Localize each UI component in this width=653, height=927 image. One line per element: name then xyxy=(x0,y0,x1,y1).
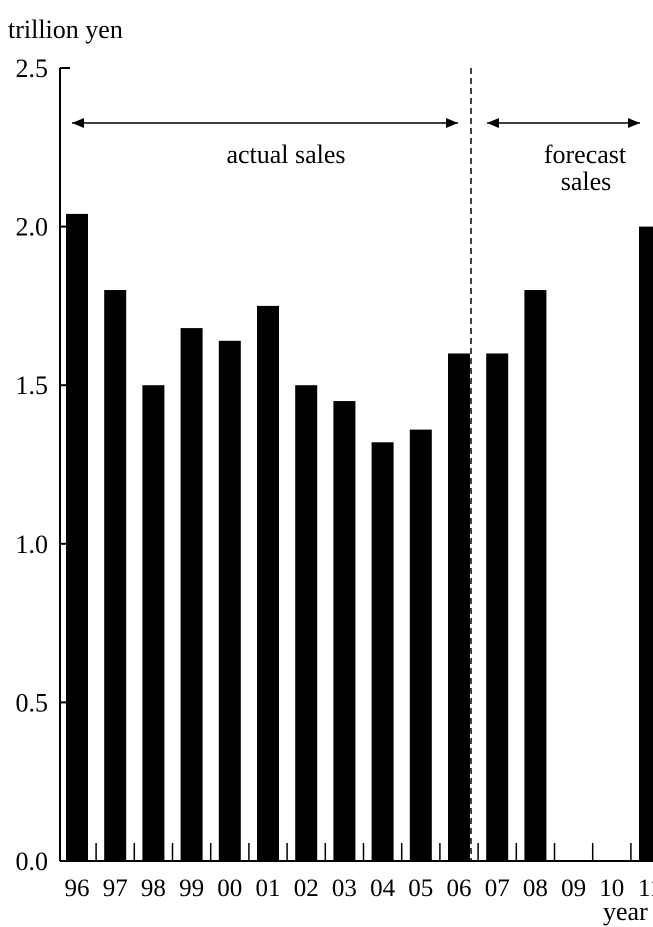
bar-99 xyxy=(180,328,203,861)
y-tick-label: 2.0 xyxy=(16,213,49,242)
y-tick-label: 0.0 xyxy=(16,847,49,876)
y-tick-label: 0.5 xyxy=(16,688,49,717)
x-tick-label-06: 06 xyxy=(447,875,472,902)
bar-07 xyxy=(486,353,509,861)
x-tick-label-99: 99 xyxy=(179,875,204,902)
x-tick-label-05: 05 xyxy=(408,875,433,902)
bar-11 xyxy=(639,226,653,862)
x-tick-label-00: 00 xyxy=(217,875,242,902)
x-tick-label-03: 03 xyxy=(332,875,357,902)
bar-96 xyxy=(66,213,88,862)
forecast-annotation-line1: forecast xyxy=(544,140,627,169)
x-tick-label-04: 04 xyxy=(370,875,396,902)
x-tick-label-02: 02 xyxy=(294,875,319,902)
x-tick-label-10: 10 xyxy=(599,875,624,902)
x-tick-label-01: 01 xyxy=(256,875,281,902)
x-tick-label-08: 08 xyxy=(523,875,548,902)
bar-05 xyxy=(409,429,432,861)
bar-06 xyxy=(448,353,470,861)
y-tick-label: 1.5 xyxy=(16,371,49,400)
actual-sales-arrow xyxy=(72,118,458,128)
x-ticks: 96 97 98 99 00 01 02 03 04 05 06 07 08 09 10 11 xyxy=(65,843,653,902)
bar-02 xyxy=(295,385,318,861)
bar-08 xyxy=(524,290,547,861)
y-axis-label: trillion yen xyxy=(8,15,123,44)
forecast-sales-arrow xyxy=(487,118,640,128)
y-ticks: 0.0 0.5 1.0 1.5 2.0 2.5 xyxy=(16,54,70,876)
y-tick-label: 2.5 xyxy=(16,54,49,83)
x-tick-label-96: 96 xyxy=(65,875,90,902)
y-tick-label: 1.0 xyxy=(16,530,49,559)
bar-97 xyxy=(104,290,127,861)
x-tick-label-07: 07 xyxy=(485,875,510,902)
bar-01 xyxy=(257,305,279,861)
bar-04 xyxy=(371,442,394,861)
x-tick-label-98: 98 xyxy=(141,875,166,902)
actual-sales-annotation: actual sales xyxy=(226,140,345,169)
bar-03 xyxy=(333,401,356,861)
bar-00 xyxy=(218,340,241,861)
x-axis-label: year xyxy=(603,897,648,926)
bars-group xyxy=(66,213,653,862)
forecast-annotation-line2: sales xyxy=(561,167,612,196)
bar-98 xyxy=(142,385,165,861)
x-tick-label-11: 11 xyxy=(638,875,653,902)
x-tick-label-97: 97 xyxy=(103,875,128,902)
x-tick-label-09: 09 xyxy=(561,875,586,902)
